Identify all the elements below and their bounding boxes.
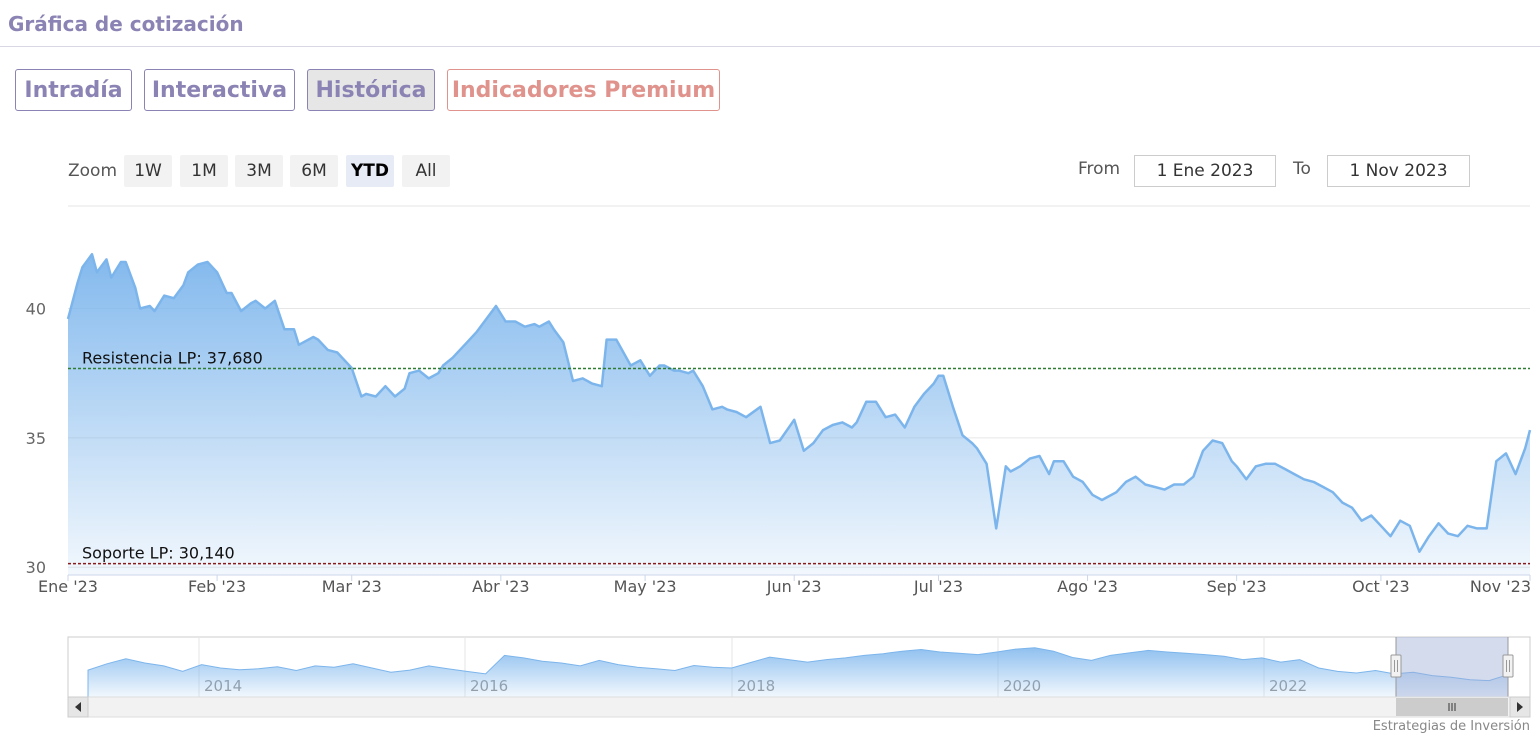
reference-lines: Resistencia LP: 37,680 Soporte LP: 30,140 — [68, 349, 1530, 565]
zoom-ytd-button[interactable]: YTD — [346, 155, 394, 187]
x-tick-label-4: May '23 — [614, 577, 677, 596]
x-tick-label-3: Abr '23 — [472, 577, 530, 596]
navigator[interactable]: 20142016201820202022 — [67, 636, 1531, 698]
navigator-area — [87, 647, 1509, 698]
x-axis: Ene '23 Feb '23 Mar '23 Abr '23 May '23 Jun '… — [38, 574, 1531, 596]
tab-intradia[interactable]: Intradía — [15, 69, 132, 111]
arrow-left-icon — [75, 702, 81, 712]
x-tick-label-6: Jul '23 — [913, 577, 963, 596]
tab-historica[interactable]: Histórica — [307, 69, 435, 111]
x-tick-label-7: Ago '23 — [1057, 577, 1118, 596]
tab-interactiva[interactable]: Interactiva — [144, 69, 295, 111]
navigator-right-handle[interactable] — [1502, 654, 1514, 678]
x-tick-label-2: Mar '23 — [322, 577, 382, 596]
navigator-left-handle[interactable] — [1390, 654, 1402, 678]
grip-icon — [1448, 703, 1456, 711]
range-to-label: To — [1293, 159, 1311, 179]
zoom-1w-button[interactable]: 1W — [124, 155, 172, 187]
range-to-input[interactable]: 1 Nov 2023 — [1327, 155, 1470, 187]
x-tick-label-0: Ene '23 — [38, 577, 98, 596]
y-axis: 30 35 40 — [26, 300, 46, 578]
tab-indicadores-premium[interactable]: Indicadores Premium — [447, 69, 720, 111]
x-tick-label-9: Oct '23 — [1352, 577, 1410, 596]
page-title: Gráfica de cotización — [8, 12, 244, 36]
price-line — [66, 252, 1532, 553]
x-tick-label-10: Nov '23 — [1470, 577, 1531, 596]
zoom-3m-button[interactable]: 3M — [235, 155, 283, 187]
resistance-label: Resistencia LP: 37,680 — [82, 349, 263, 368]
chart-credit[interactable]: Estrategias de Inversión — [1372, 719, 1530, 734]
scrollbar-track[interactable] — [67, 696, 1531, 718]
x-tick-label-8: Sep '23 — [1207, 577, 1267, 596]
support-label: Soporte LP: 30,140 — [82, 544, 235, 563]
range-from-input[interactable]: 1 Ene 2023 — [1134, 155, 1276, 187]
y-tick-label-35: 35 — [26, 429, 46, 448]
x-tick-label-1: Feb '23 — [188, 577, 246, 596]
y-tick-label-30: 30 — [26, 558, 46, 577]
navigator-selection[interactable] — [1396, 637, 1508, 697]
y-tick-label-40: 40 — [26, 300, 46, 319]
zoom-all-button[interactable]: All — [402, 155, 450, 187]
zoom-1m-button[interactable]: 1M — [180, 155, 228, 187]
price-area — [68, 254, 1530, 575]
scrollbar[interactable] — [67, 696, 1531, 718]
range-from-label: From — [1078, 159, 1121, 179]
arrow-right-icon — [1517, 702, 1523, 712]
title-divider — [0, 46, 1540, 47]
x-tick-label-5: Jun '23 — [766, 577, 822, 596]
zoom-6m-button[interactable]: 6M — [290, 155, 338, 187]
zoom-label: Zoom — [68, 161, 118, 181]
